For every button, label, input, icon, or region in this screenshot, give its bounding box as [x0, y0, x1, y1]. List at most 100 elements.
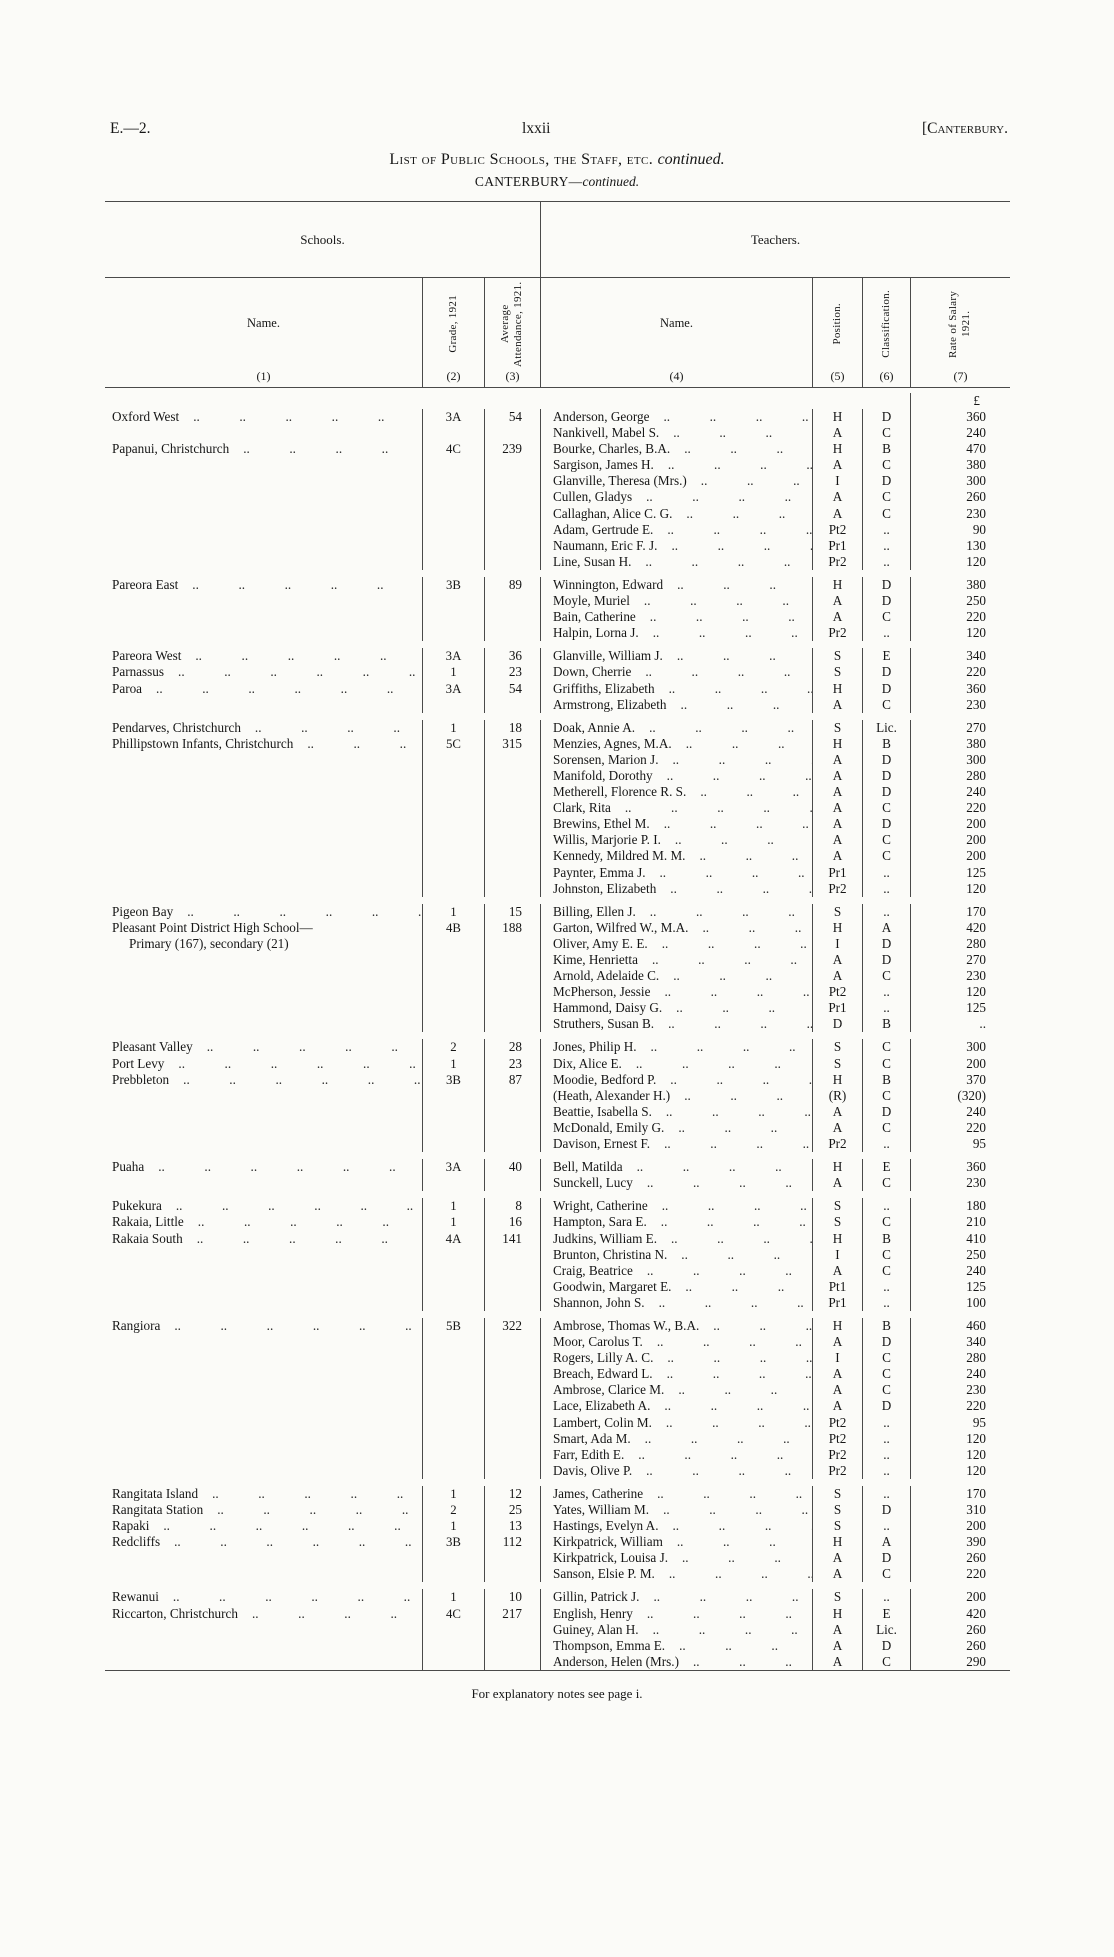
teacher-name: Rogers, Lilly A. C. [553, 1350, 654, 1366]
salary-cell: 300 [910, 473, 1010, 490]
salary-cell: 380 [910, 735, 1010, 752]
teacher-row: Farr, Edith E. .. .. .. .. .. .. .. .. Pr… [105, 1446, 1010, 1463]
position-cell: Pt2 [812, 521, 862, 538]
region-header: [Canterbury. [921, 120, 1008, 137]
classification-cell: .. [862, 1136, 910, 1153]
school-row: Rangitata Island.. .. .. .. .. .. .. .. … [105, 1479, 1010, 1502]
position-cell: A [812, 593, 862, 610]
attendance-cell [484, 784, 540, 801]
school-name-cell [105, 1334, 422, 1350]
teacher-name: Johnston, Elizabeth [553, 880, 657, 896]
grade-cell: 1 [422, 1214, 484, 1231]
classification-cell: .. [862, 521, 910, 538]
teacher-name: Smart, Ada M. [553, 1430, 631, 1446]
salary-cell: 340 [910, 1334, 1010, 1351]
classification-cell: D [862, 784, 910, 801]
position-cell: S [812, 1502, 862, 1519]
teacher-name: Struthers, Susan B. [553, 1016, 655, 1032]
teacher-name-cell: Shannon, John S. .. .. .. .. .. .. .. .. [540, 1294, 812, 1311]
salary-cell: 300 [910, 1039, 1010, 1056]
attendance-cell: 18 [484, 719, 540, 736]
salary-cell: 130 [910, 537, 1010, 554]
teacher-row: Craig, Beatrice .. .. .. .. .. .. .. .. A… [105, 1262, 1010, 1279]
dot-leader: .. .. .. .. .. .. .. .. [638, 1446, 812, 1462]
grade-cell [422, 1087, 484, 1104]
school-name-cell: Oxford West .. .. .. .. .. .. .. .. [105, 409, 422, 425]
grade-cell [422, 832, 484, 849]
school-name-cell: Pigeon Bay .. .. .. .. .. .. .. .. [105, 904, 422, 920]
salary-cell: 230 [910, 696, 1010, 713]
doc-subtitle: CANTERBURY—continued. [0, 174, 1114, 190]
grade-cell [422, 1621, 484, 1638]
attendance-cell [484, 1621, 540, 1638]
doc-subtitle-continued: continued. [582, 174, 640, 189]
attendance-cell [484, 1550, 540, 1567]
classification-cell: Lic. [862, 719, 910, 736]
school-name-cell [105, 1279, 422, 1295]
classification-cell: C [862, 1087, 910, 1104]
grade-cell: 3A [422, 1159, 484, 1176]
grade-cell: 5B [422, 1317, 484, 1335]
position-cell: D [812, 1016, 862, 1033]
footer-note: For explanatory notes see page i. [471, 1685, 643, 1701]
grade-cell [422, 696, 484, 713]
dot-leader: .. .. .. .. .. .. .. .. [684, 441, 812, 457]
position-cell: A [812, 1262, 862, 1279]
school-name-cell [105, 1638, 422, 1654]
grade-cell [422, 1566, 484, 1583]
school-name-cell [105, 1366, 422, 1382]
school-name-cell [105, 1566, 422, 1582]
attendance-cell [484, 880, 540, 897]
grade-cell: 1 [422, 664, 484, 681]
attendance-cell: 10 [484, 1589, 540, 1606]
salary-cell: 340 [910, 648, 1010, 665]
classification-cell: A [862, 919, 910, 936]
teacher-name-cell: Rogers, Lilly A. C. .. .. .. .. .. .. .. … [540, 1350, 812, 1367]
dot-leader: .. .. .. .. .. .. .. .. [676, 1534, 812, 1550]
teacher-row: Kime, Henrietta .. .. .. .. .. .. .. .. A… [105, 952, 1010, 969]
school-name-cell: Pleasant Valley .. .. .. .. .. .. .. .. [105, 1039, 422, 1055]
classification-cell: Lic. [862, 1621, 910, 1638]
attendance-cell [484, 1414, 540, 1431]
teacher-row: McPherson, Jessie.. .. .. .. .. .. .. ..… [105, 984, 1010, 1001]
teacher-row: Moor, Carolus T... .. .. .. .. .. .. .. … [105, 1334, 1010, 1351]
school-row: Redcliffs.. .. .. .. .. .. .. .. 3B112Ki… [105, 1534, 1010, 1551]
teacher-name-cell: Doak, Annie A. .. .. .. .. .. .. .. .. [540, 719, 812, 736]
grade-cell [422, 864, 484, 881]
school-name-cell [105, 968, 422, 984]
grade-cell [422, 1103, 484, 1120]
teacher-name-cell: (Heath, Alexander H.) .. .. .. .. .. .. .… [540, 1087, 812, 1104]
school-row: Riccarton, Christchurch .. .. .. .. .. ..… [105, 1605, 1010, 1622]
salary-cell: 270 [910, 719, 1010, 736]
school-name-cell [105, 1000, 422, 1016]
position-cell: Pr2 [812, 1446, 862, 1463]
dot-leader: .. .. .. .. .. .. .. .. [187, 903, 422, 919]
dot-leader: .. .. .. .. .. .. .. .. [156, 680, 422, 696]
position-cell: Pt1 [812, 1278, 862, 1295]
classification-cell: D [862, 593, 910, 610]
teacher-row: Cullen, Gladys .. .. .. .. .. .. .. .. AC… [105, 489, 1010, 506]
school-name: Pendarves, Christchurch [112, 719, 241, 735]
attendance-cell: 89 [484, 576, 540, 594]
teacher-name-cell: Lace, Elizabeth A. .. .. .. .. .. .. .. .… [540, 1398, 812, 1415]
salary-cell: 380 [910, 457, 1010, 474]
position-cell: A [812, 696, 862, 713]
classification-cell: D [862, 576, 910, 594]
dot-leader: .. .. .. .. .. .. .. .. [163, 1518, 422, 1534]
classification-cell: E [862, 1605, 910, 1622]
teacher-name: Nankivell, Mabel S. [553, 425, 660, 441]
classification-cell: B [862, 441, 910, 458]
position-cell: H [812, 409, 862, 426]
teacher-name-cell: Ambrose, Thomas W., B.A. .. .. .. .. .. .… [540, 1317, 812, 1335]
salary-cell: 290 [910, 1653, 1010, 1670]
teacher-name-cell: Kirkpatrick, Louisa J. .. .. .. .. .. .. … [540, 1550, 812, 1567]
salary-cell: 420 [910, 1605, 1010, 1622]
teacher-row: Sanson, Elsie P. M. .. .. .. .. .. .. .. … [105, 1566, 1010, 1583]
position-cell: A [812, 784, 862, 801]
dot-leader: .. .. .. .. .. .. .. .. [206, 1039, 422, 1055]
teacher-name: Kennedy, Mildred M. M. [553, 848, 686, 864]
salary-cell: 260 [910, 1621, 1010, 1638]
attendance-cell [484, 1119, 540, 1137]
grade-cell [422, 1350, 484, 1367]
school-name-cell [105, 457, 422, 473]
